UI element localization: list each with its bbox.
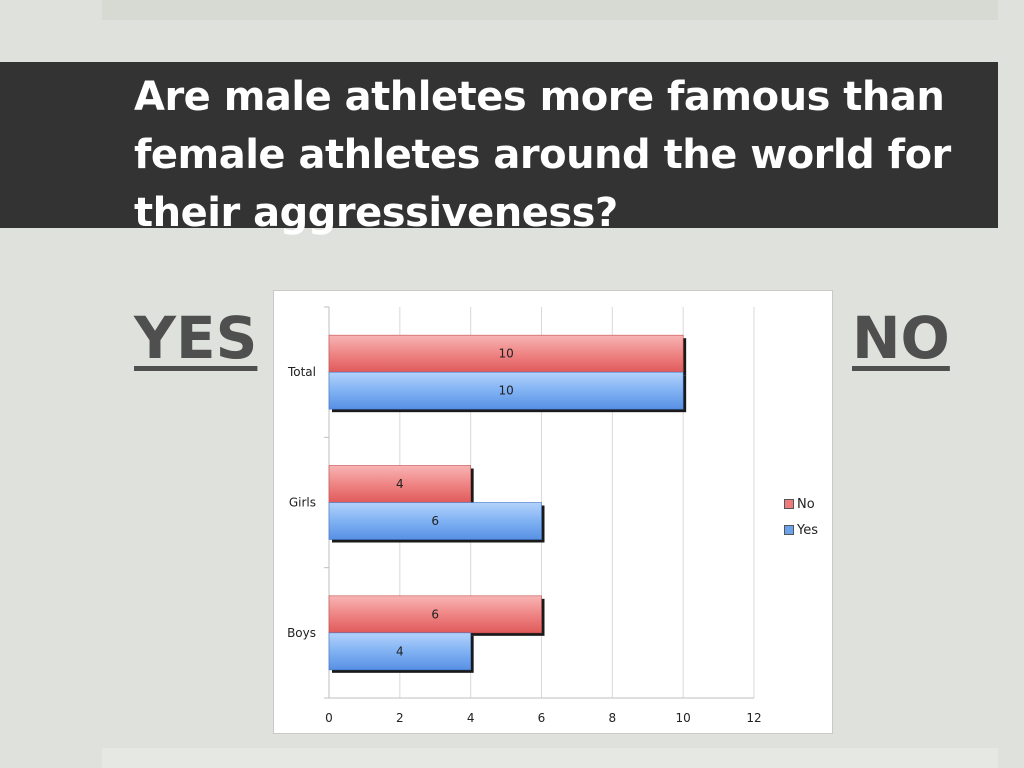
- x-tick-label: 10: [676, 711, 691, 725]
- legend-label: Yes: [797, 522, 818, 538]
- legend-item: No: [784, 491, 818, 517]
- data-label: 6: [431, 607, 439, 621]
- bottom-band: [102, 748, 998, 768]
- x-tick-label: 2: [396, 711, 404, 725]
- data-label: 4: [396, 477, 404, 491]
- bar-layer: [328, 334, 687, 673]
- top-band: [102, 0, 998, 20]
- bar-yes: [328, 371, 684, 410]
- x-tick-label: 6: [538, 711, 546, 725]
- yes-link[interactable]: YES: [134, 304, 258, 372]
- bar-yes: [328, 632, 471, 671]
- category-label: Total: [287, 365, 316, 379]
- data-label: 6: [431, 514, 439, 528]
- legend-label: No: [797, 496, 815, 512]
- x-tick-label: 4: [467, 711, 475, 725]
- bar-no: [328, 334, 684, 373]
- legend-swatch: [784, 525, 794, 535]
- category-label: Girls: [289, 496, 316, 510]
- data-label: 10: [498, 384, 513, 398]
- bar-chart: 0 2 4 6 8 10 12 Total 10 10 Girls 4 6 Boys 6 4 No Yes: [273, 290, 833, 734]
- legend-swatch: [784, 499, 794, 509]
- label-layer: 0 2 4 6 8 10 12 Total 10 10 Girls 4 6 Boys 6 4: [287, 347, 762, 725]
- bar-no: [328, 595, 542, 634]
- data-label: 10: [498, 347, 513, 361]
- legend-item: Yes: [784, 517, 818, 543]
- x-tick-label: 8: [609, 711, 617, 725]
- title-bar: Are male athletes more famous than femal…: [0, 62, 998, 236]
- bar-no: [328, 465, 471, 503]
- slide-title: Are male athletes more famous than femal…: [134, 74, 951, 236]
- x-tick-label: 0: [325, 711, 333, 725]
- bar-yes: [328, 502, 542, 540]
- x-tick-label: 12: [746, 711, 761, 725]
- no-link[interactable]: NO: [852, 304, 950, 372]
- data-label: 4: [396, 644, 404, 658]
- category-label: Boys: [287, 626, 316, 640]
- chart-legend: No Yes: [784, 491, 818, 543]
- chart-svg: 0 2 4 6 8 10 12 Total 10 10 Girls 4 6 Boys 6 4: [287, 306, 762, 725]
